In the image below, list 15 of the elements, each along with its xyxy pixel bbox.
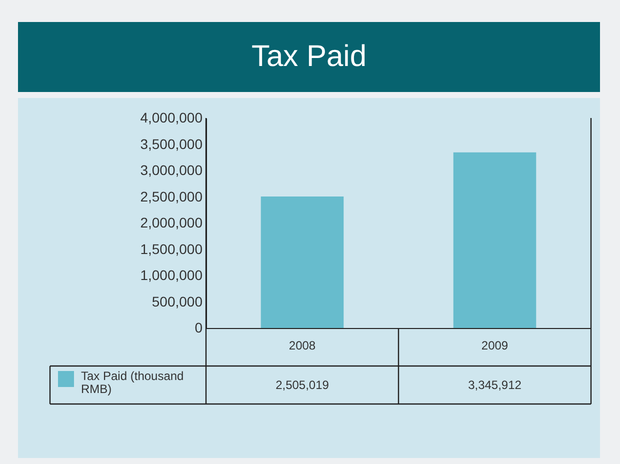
y-tick-label: 2,000,000 [140, 214, 203, 230]
y-tick-label: 3,000,000 [140, 162, 203, 178]
y-tick-label: 4,000,000 [140, 110, 203, 126]
y-tick-label: 1,000,000 [140, 267, 203, 283]
x-tick-label: 2008 [288, 338, 316, 352]
y-tick-label: 1,500,000 [140, 240, 203, 257]
x-tick-label: 2009 [481, 338, 508, 352]
legend-label: Tax Paid (thousand RMB) [81, 369, 184, 396]
chart-title: Tax Paid [251, 40, 367, 73]
data-label: 3,345,912 [468, 378, 522, 392]
y-tick-label: 2,500,000 [140, 188, 203, 204]
y-tick-label: 500,000 [152, 293, 203, 310]
y-tick-label: 3,500,000 [140, 136, 203, 152]
y-tick-label: 0 [194, 320, 203, 336]
data-label: 2,505,019 [276, 378, 330, 392]
